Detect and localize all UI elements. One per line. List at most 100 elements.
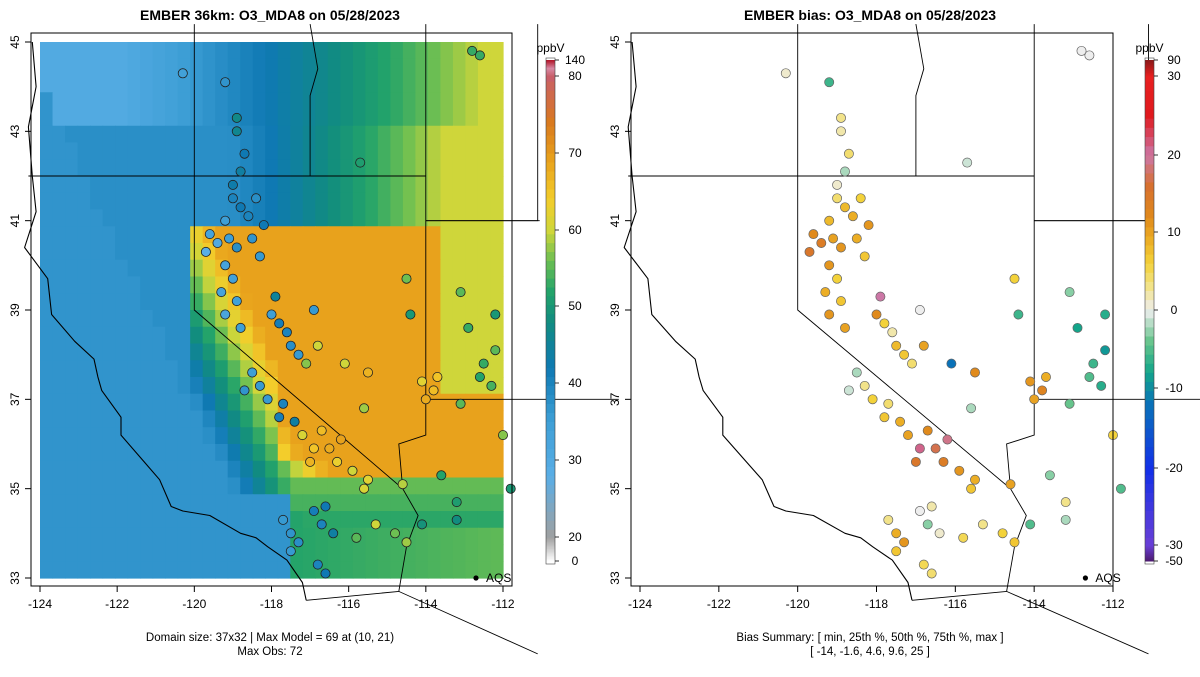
heatmap-cell — [115, 544, 129, 562]
heatmap-cell — [390, 511, 404, 529]
heatmap-cell — [302, 477, 316, 495]
bias-marker — [926, 501, 937, 512]
colorbar-segment — [1145, 519, 1154, 529]
heatmap-cell — [115, 293, 129, 311]
heatmap-cell — [427, 192, 442, 211]
heatmap-cell — [227, 511, 241, 529]
observation-marker — [463, 322, 474, 333]
heatmap-cell — [152, 360, 166, 378]
heatmap-cell — [165, 477, 179, 495]
heatmap-cell — [340, 209, 354, 227]
observation-marker — [401, 537, 412, 548]
observation-marker — [355, 157, 366, 168]
heatmap-cell — [490, 42, 504, 60]
y-tick-label: 37 — [8, 392, 22, 406]
heatmap-cell — [377, 192, 391, 211]
colorbar-segment — [546, 555, 555, 558]
heatmap-cell — [77, 527, 91, 546]
heatmap-cell — [102, 527, 116, 546]
heatmap-cell — [190, 259, 204, 278]
heatmap-cell — [65, 326, 79, 345]
heatmap-cell — [302, 58, 316, 77]
observation-marker — [227, 179, 238, 190]
heatmap-cell — [152, 58, 166, 77]
heatmap-cell — [265, 92, 279, 110]
heatmap-cell — [102, 477, 116, 495]
colorbar-segment — [1145, 537, 1154, 546]
heatmap-cell — [115, 192, 129, 211]
heatmap-cell — [177, 477, 191, 495]
heatmap-cell — [177, 243, 191, 261]
heatmap-cell — [77, 477, 91, 495]
heatmap-cell — [65, 192, 79, 211]
heatmap-cell — [177, 544, 191, 562]
heatmap-cell — [402, 561, 416, 579]
heatmap-cell — [177, 427, 191, 445]
heatmap-cell — [90, 92, 104, 110]
heatmap-cell — [427, 410, 442, 428]
heatmap-cell — [115, 377, 129, 395]
heatmap-cell — [365, 58, 379, 77]
heatmap-cell — [115, 310, 129, 328]
heatmap-cell — [102, 58, 116, 77]
colorbar-segment — [1145, 483, 1154, 493]
heatmap-cell — [165, 159, 179, 177]
heatmap-cell — [415, 544, 429, 562]
heatmap-cell — [402, 393, 416, 412]
colorbar-segment — [546, 511, 555, 521]
heatmap-cell — [402, 142, 416, 160]
bias-marker — [832, 179, 843, 190]
colorbar-segment — [546, 548, 555, 551]
observation-marker — [320, 501, 331, 512]
heatmap-cell — [252, 92, 266, 110]
heatmap-cell — [415, 125, 429, 144]
heatmap-cell — [377, 360, 391, 378]
observation-marker — [254, 251, 265, 262]
heatmap-cell — [427, 527, 442, 546]
heatmap-cell — [427, 243, 442, 261]
heatmap-cell — [102, 377, 116, 395]
colorbar-unit: ppbV — [1135, 41, 1163, 55]
colorbar-segment — [1145, 492, 1154, 502]
heatmap-cell — [415, 259, 429, 278]
heatmap-cell — [327, 42, 341, 60]
heatmap-cell — [315, 259, 329, 278]
bias-marker — [851, 233, 862, 244]
observation-marker — [258, 220, 269, 231]
heatmap-cell — [477, 326, 492, 345]
heatmap-cell — [327, 410, 341, 428]
observation-marker — [359, 483, 370, 494]
heatmap-cell — [152, 477, 166, 495]
heatmap-cell — [377, 410, 391, 428]
heatmap-cell — [190, 511, 204, 529]
observation-marker — [239, 148, 250, 159]
heatmap-cell — [215, 494, 229, 512]
heatmap-cell — [90, 125, 104, 144]
heatmap-cell — [290, 310, 304, 328]
heatmap-cell — [40, 460, 54, 479]
heatmap-cell — [477, 226, 492, 244]
heatmap-cell — [227, 494, 241, 512]
heatmap-cell — [352, 276, 366, 294]
heatmap-cell — [452, 109, 467, 127]
heatmap-cell — [240, 544, 254, 562]
heatmap-cell — [165, 561, 179, 579]
heatmap-cell — [277, 226, 291, 244]
heatmap-cell — [227, 477, 241, 495]
heatmap-cell — [277, 243, 291, 261]
heatmap-cell — [490, 159, 504, 177]
heatmap-cell — [440, 494, 454, 512]
heatmap-cell — [240, 427, 254, 445]
heatmap-cell — [202, 75, 216, 93]
heatmap-cell — [202, 109, 216, 127]
x-tick-label: -122 — [105, 597, 129, 611]
heatmap-cell — [315, 125, 329, 144]
state-border — [309, 24, 319, 176]
heatmap-cell — [177, 527, 191, 546]
heatmap-cell — [490, 226, 504, 244]
heatmap-cell — [465, 427, 479, 445]
heatmap-cell — [77, 109, 91, 127]
bias-marker — [1084, 50, 1095, 61]
colorbar-segment — [1145, 553, 1154, 555]
observation-marker — [293, 537, 304, 548]
